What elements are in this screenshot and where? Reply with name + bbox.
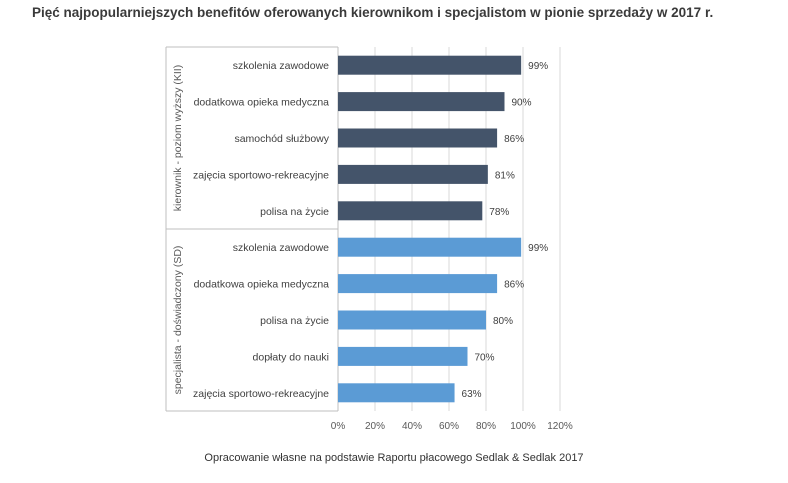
chart-title: Pięć najpopularniejszych benefitów ofero… <box>32 5 714 20</box>
x-tick-label: 60% <box>439 421 459 432</box>
bar <box>338 310 486 330</box>
category-label: polisa na życie <box>260 315 329 327</box>
bar <box>338 383 455 403</box>
data-label: 99% <box>528 243 548 254</box>
x-tick-label: 80% <box>476 421 496 432</box>
data-label: 80% <box>493 316 513 327</box>
x-tick-label: 40% <box>402 421 422 432</box>
bar <box>338 128 498 148</box>
category-label: dodatkowa opieka medyczna <box>194 97 330 109</box>
category-label: zajęcia sportowo-rekreacyjne <box>193 388 329 400</box>
bar <box>338 346 468 366</box>
data-label: 70% <box>475 352 495 363</box>
data-label: 78% <box>489 207 509 218</box>
data-label: 86% <box>504 134 524 145</box>
x-tick-label: 100% <box>510 421 536 432</box>
bar <box>338 201 483 221</box>
bar <box>338 55 522 75</box>
bar <box>338 92 505 112</box>
category-label: zajęcia sportowo-rekreacyjne <box>193 169 329 181</box>
x-tick-label: 20% <box>365 421 385 432</box>
category-label: szkolenia zawodowe <box>233 60 329 72</box>
group-label: kierownik - poziom wyższy (KII) <box>172 65 184 211</box>
category-label: polisa na życie <box>260 206 329 218</box>
group-label: specjalista - doświadczony (SD) <box>172 246 184 395</box>
bar <box>338 237 522 257</box>
data-label: 90% <box>512 98 532 109</box>
bar <box>338 274 498 294</box>
category-label: dodatkowa opieka medyczna <box>194 279 330 291</box>
x-tick-label: 0% <box>331 421 346 432</box>
data-label: 86% <box>504 280 524 291</box>
data-label: 99% <box>528 61 548 72</box>
bar <box>338 164 488 184</box>
category-label: samochód służbowy <box>234 133 329 145</box>
data-label: 81% <box>495 170 515 181</box>
source-note: Opracowanie własne na podstawie Raportu … <box>204 452 584 464</box>
category-label: dopłaty do nauki <box>253 351 329 363</box>
category-label: szkolenia zawodowe <box>233 242 329 254</box>
data-label: 63% <box>462 389 482 400</box>
x-tick-label: 120% <box>547 421 573 432</box>
